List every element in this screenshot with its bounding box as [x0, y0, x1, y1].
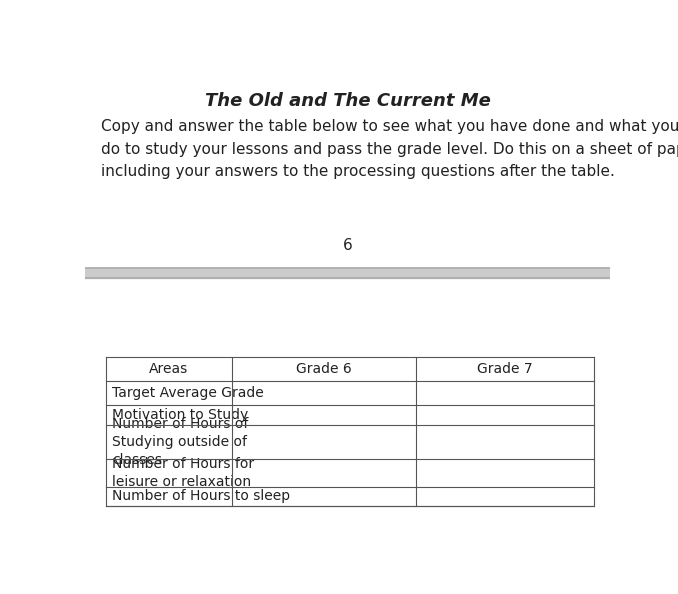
Text: Copy and answer the table below to see what you have done and what you intend to: Copy and answer the table below to see w…: [100, 119, 678, 179]
Text: Number of Hours to sleep: Number of Hours to sleep: [112, 489, 290, 503]
Text: Motivation to Study: Motivation to Study: [112, 407, 248, 422]
Text: Grade 6: Grade 6: [296, 362, 352, 376]
Bar: [85, 268, 610, 278]
Text: Areas: Areas: [149, 362, 188, 376]
Text: Number of Hours of
Studying outside of
classes: Number of Hours of Studying outside of c…: [112, 416, 248, 467]
Text: The Old and The Current Me: The Old and The Current Me: [205, 92, 490, 110]
Text: 6: 6: [342, 238, 353, 253]
Text: Grade 7: Grade 7: [477, 362, 533, 376]
Text: Number of Hours for
leisure or relaxation: Number of Hours for leisure or relaxatio…: [112, 457, 254, 489]
Text: Target Average Grade: Target Average Grade: [112, 386, 264, 400]
